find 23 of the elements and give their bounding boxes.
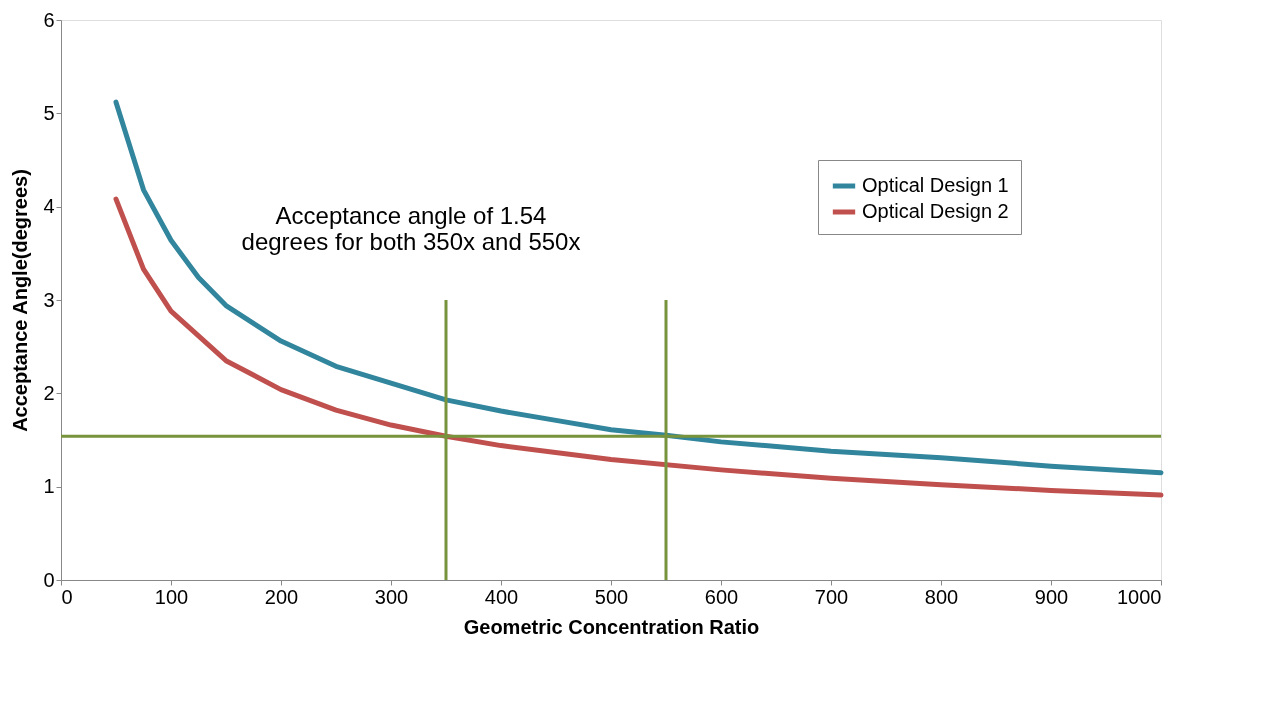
x-tick-label: 0 (61, 585, 73, 608)
x-axis-title: Geometric Concentration Ratio (463, 615, 760, 638)
x-tick-label: 200 (264, 585, 299, 608)
y-tick-label: 2 (43, 381, 55, 404)
x-tick-label: 300 (374, 585, 409, 608)
y-axis-title: Acceptance Angle(degrees) (9, 169, 32, 432)
x-tick-label: 400 (484, 585, 519, 608)
y-tick-label: 6 (43, 8, 55, 31)
x-tick-label: 900 (1034, 585, 1069, 608)
x-tick-label: 1000 (1117, 585, 1162, 608)
x-tick-label: 700 (814, 585, 849, 608)
legend-label: Optical Design 2 (862, 200, 1009, 222)
y-tick-label: 4 (43, 195, 55, 218)
x-tick-label: 500 (594, 585, 629, 608)
y-tick-label: 1 (43, 475, 55, 498)
y-tick-label: 5 (43, 101, 55, 124)
x-tick-label: 800 (924, 585, 959, 608)
y-tick-label: 0 (43, 568, 55, 591)
x-tick-label: 600 (704, 585, 739, 608)
y-tick-label: 3 (43, 288, 55, 311)
legend-label: Optical Design 1 (862, 174, 1009, 196)
x-tick-label: 100 (154, 585, 189, 608)
annotation: Acceptance angle of 1.54 degrees for both 350x and 550x (241, 202, 581, 255)
